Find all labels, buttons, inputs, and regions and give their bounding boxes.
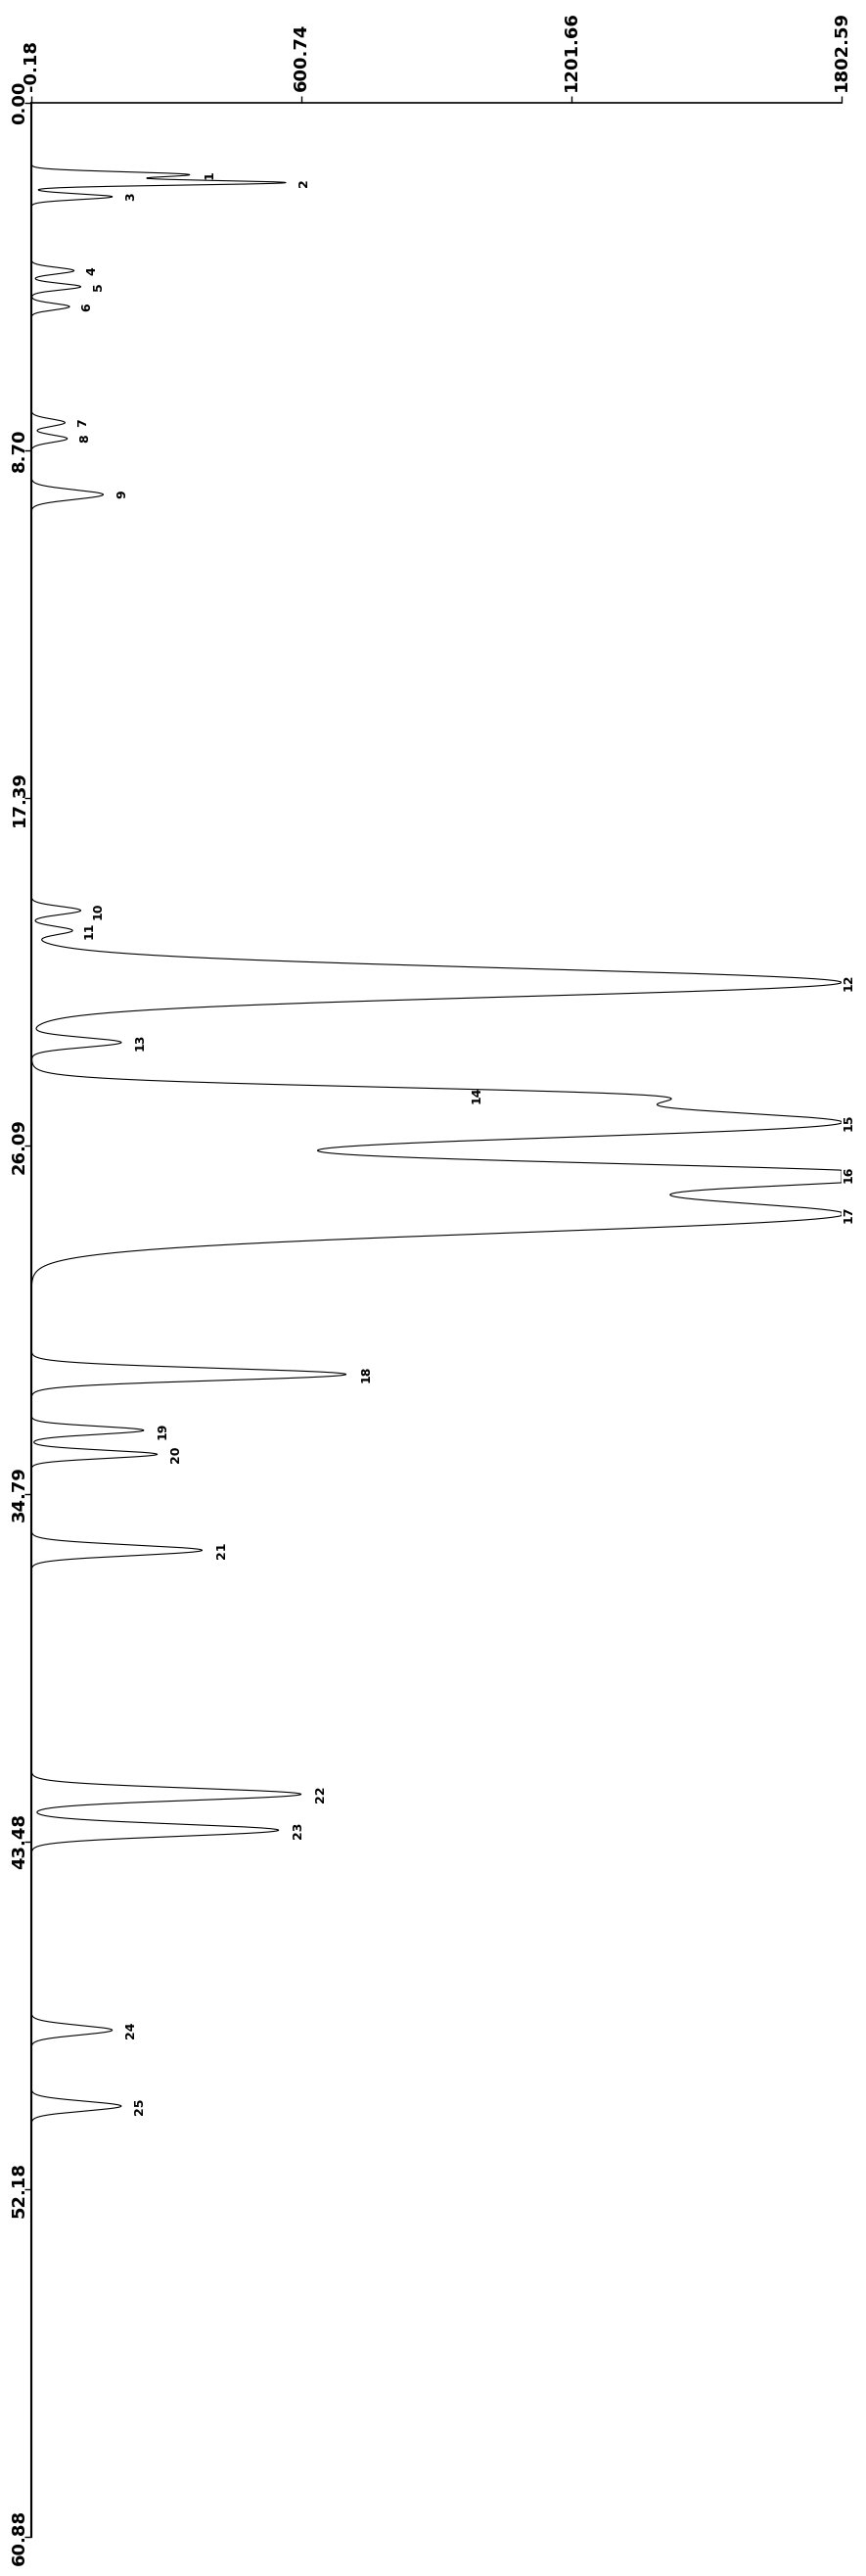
Text: 11: 11 xyxy=(83,922,96,940)
Text: 24: 24 xyxy=(125,2022,137,2038)
Text: 6: 6 xyxy=(81,301,94,312)
Text: 19: 19 xyxy=(156,1422,169,1440)
Text: 5: 5 xyxy=(92,283,105,291)
Text: 16: 16 xyxy=(843,1167,856,1182)
Text: 12: 12 xyxy=(843,974,856,992)
Text: 1: 1 xyxy=(203,170,216,178)
Text: 15: 15 xyxy=(843,1113,856,1131)
Text: 13: 13 xyxy=(133,1033,146,1051)
Text: 14: 14 xyxy=(470,1087,483,1103)
Text: 3: 3 xyxy=(125,193,137,201)
Text: 20: 20 xyxy=(170,1445,182,1463)
Text: 21: 21 xyxy=(216,1540,229,1558)
Text: 22: 22 xyxy=(314,1785,327,1803)
Text: 10: 10 xyxy=(92,902,105,920)
Text: 17: 17 xyxy=(843,1206,856,1224)
Text: 25: 25 xyxy=(133,2097,146,2115)
Text: 7: 7 xyxy=(76,417,89,428)
Text: 23: 23 xyxy=(292,1821,305,1839)
Text: 2: 2 xyxy=(297,178,310,188)
Text: 9: 9 xyxy=(115,489,128,500)
Text: 8: 8 xyxy=(79,435,91,443)
Text: 4: 4 xyxy=(85,265,98,276)
Text: 18: 18 xyxy=(359,1365,372,1383)
